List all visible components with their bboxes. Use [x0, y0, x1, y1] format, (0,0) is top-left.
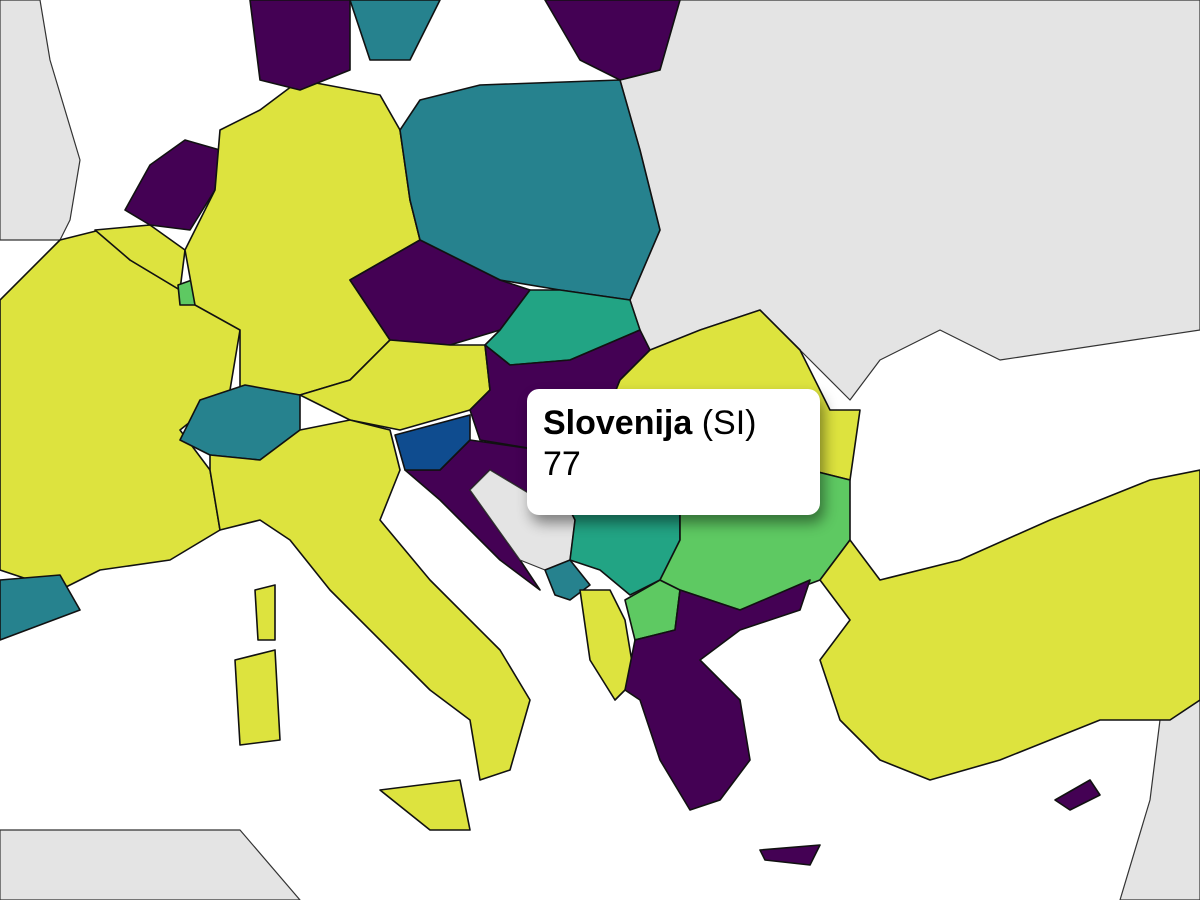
country-lithuania[interactable] [544, 0, 681, 81]
tooltip-country-name: Slovenija [543, 404, 693, 442]
tooltip-value: 77 [543, 445, 581, 483]
tooltip-country-code: (SI) [701, 404, 757, 442]
country-sweden[interactable] [349, 0, 441, 61]
country-france-corsica[interactable] [254, 584, 276, 641]
country-italy-sardinia[interactable] [234, 649, 281, 746]
country-slovenia[interactable] [394, 414, 471, 471]
country-italy-sicily[interactable] [379, 779, 471, 831]
country-poland[interactable] [399, 79, 661, 301]
country-belgium[interactable] [94, 224, 186, 291]
country-tooltip: Slovenija (SI) 77 [527, 389, 820, 515]
country-greece-crete[interactable] [759, 844, 821, 866]
country-spain[interactable] [0, 574, 81, 641]
country-greece[interactable] [624, 579, 811, 811]
country-denmark[interactable] [249, 0, 351, 91]
country-turkey[interactable] [819, 469, 1200, 781]
region-africa-no-data[interactable] [0, 829, 301, 900]
country-cyprus[interactable] [1054, 779, 1101, 811]
tooltip-title: Slovenija (SI) [543, 403, 804, 443]
country-italy[interactable] [209, 419, 531, 781]
region-uk-no-data[interactable] [0, 0, 81, 241]
